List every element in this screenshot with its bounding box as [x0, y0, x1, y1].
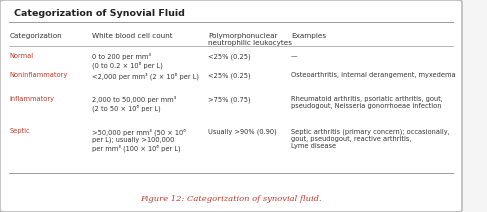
Text: Osteoarthritis, internal derangement, myxedema: Osteoarthritis, internal derangement, my…	[291, 72, 456, 78]
Text: Examples: Examples	[291, 33, 326, 39]
Text: Categorization of Synovial Fluid: Categorization of Synovial Fluid	[14, 9, 185, 18]
Text: <25% (0.25): <25% (0.25)	[208, 53, 250, 60]
Text: Polymorphonuclear
neutrophilic leukocytes: Polymorphonuclear neutrophilic leukocyte…	[208, 33, 292, 46]
Text: Rheumatoid arthritis, psoriatic arthritis, gout,
pseudogout, Neisseria gonorrhoe: Rheumatoid arthritis, psoriatic arthriti…	[291, 96, 443, 109]
Text: <25% (0.25): <25% (0.25)	[208, 72, 250, 79]
Text: Septic arthritis (primary concern); occasionally,
gout, pseudogout, reactive art: Septic arthritis (primary concern); occa…	[291, 128, 450, 149]
Text: Figure 12: Categorization of synovial fluid.: Figure 12: Categorization of synovial fl…	[140, 195, 322, 203]
Text: <2,000 per mm³ (2 × 10⁶ per L): <2,000 per mm³ (2 × 10⁶ per L)	[93, 72, 199, 80]
Text: Normal: Normal	[9, 53, 34, 59]
FancyBboxPatch shape	[0, 0, 462, 212]
Text: >75% (0.75): >75% (0.75)	[208, 96, 250, 103]
Text: White blood cell count: White blood cell count	[93, 33, 173, 39]
Text: —: —	[291, 53, 298, 59]
Text: Usually >90% (0.90): Usually >90% (0.90)	[208, 128, 277, 135]
Text: 2,000 to 50,000 per mm³
(2 to 50 × 10⁶ per L): 2,000 to 50,000 per mm³ (2 to 50 × 10⁶ p…	[93, 96, 177, 112]
Text: Septic: Septic	[9, 128, 30, 134]
Text: Noninflammatory: Noninflammatory	[9, 72, 68, 78]
Text: Categorization: Categorization	[9, 33, 62, 39]
Text: Inflammatory: Inflammatory	[9, 96, 54, 102]
Text: 0 to 200 per mm³
(0 to 0.2 × 10⁶ per L): 0 to 200 per mm³ (0 to 0.2 × 10⁶ per L)	[93, 53, 163, 69]
Text: >50,000 per mm³ (50 × 10⁶
per L); usually >100,000
per mm³ (100 × 10⁶ per L): >50,000 per mm³ (50 × 10⁶ per L); usuall…	[93, 128, 187, 152]
